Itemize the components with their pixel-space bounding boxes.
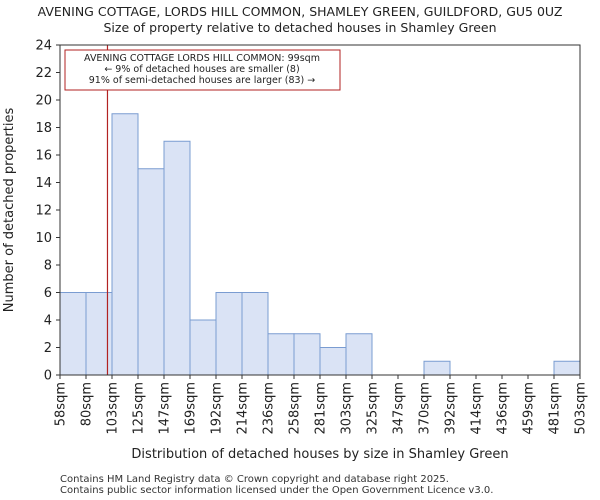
y-tick-label: 24 [35, 39, 52, 54]
x-tick-label: 192sqm [210, 382, 225, 435]
chart-title: AVENING COTTAGE, LORDS HILL COMMON, SHAM… [37, 4, 563, 19]
x-tick-label: 325sqm [366, 382, 381, 435]
x-tick-label: 370sqm [418, 382, 433, 435]
y-tick-label: 10 [35, 231, 52, 246]
bar-303sqm [345, 333, 373, 376]
x-tick-label: 303sqm [340, 382, 355, 435]
y-tick-label: 22 [35, 66, 52, 81]
bar-169sqm [189, 319, 217, 376]
y-tick-label: 12 [35, 204, 52, 219]
bar-236sqm [267, 333, 295, 376]
x-tick-label: 103sqm [106, 382, 121, 435]
x-tick-label: 147sqm [158, 382, 173, 435]
bar-58sqm [59, 292, 87, 376]
y-tick-label: 8 [44, 259, 52, 274]
y-axis-label: Number of detached properties [2, 108, 17, 313]
y-tick-label: 2 [44, 341, 52, 356]
bar-80sqm [85, 292, 113, 376]
x-axis-label: Distribution of detached houses by size … [131, 447, 508, 462]
y-tick-label: 20 [35, 94, 52, 109]
x-tick-label: 80sqm [80, 382, 95, 426]
x-tick-label: 392sqm [444, 382, 459, 435]
bar-192sqm [215, 292, 243, 376]
x-tick-label: 258sqm [288, 382, 303, 435]
x-tick-label: 503sqm [574, 382, 589, 435]
annotation-line-3: 91% of semi-detached houses are larger (… [89, 75, 316, 86]
y-tick-label: 4 [44, 314, 52, 329]
annotation-box [64, 49, 341, 91]
bar-481sqm [553, 360, 581, 376]
y-tick-label: 0 [44, 369, 52, 384]
y-tick-label: 18 [35, 121, 52, 136]
y-tick-label: 14 [35, 176, 52, 191]
x-tick-label: 125sqm [132, 382, 147, 435]
bar-214sqm [241, 292, 269, 376]
chart-subtitle: Size of property relative to detached ho… [103, 20, 497, 35]
x-tick-label: 481sqm [548, 382, 563, 435]
bar-125sqm [137, 168, 165, 376]
x-tick-label: 58sqm [54, 382, 69, 426]
y-tick-label: 16 [35, 149, 52, 164]
bar-370sqm [423, 360, 451, 376]
x-tick-label: 236sqm [262, 382, 277, 435]
plot-frame [59, 44, 581, 376]
x-tick-label: 347sqm [392, 382, 407, 435]
bar-258sqm [293, 333, 321, 376]
x-tick-label: 414sqm [470, 382, 485, 435]
x-tick-label: 459sqm [522, 382, 537, 435]
bar-281sqm [319, 347, 347, 376]
footer-licence: Contains public sector information licen… [60, 485, 494, 496]
x-tick-label: 436sqm [496, 382, 511, 435]
annotation-line-2: ← 9% of detached houses are smaller (8) [104, 64, 299, 75]
bar-147sqm [163, 140, 191, 376]
bar-103sqm [111, 113, 139, 376]
x-tick-label: 281sqm [314, 382, 329, 435]
annotation-line-1: AVENING COTTAGE LORDS HILL COMMON: 99sqm [84, 53, 320, 64]
footer-copyright: Contains HM Land Registry data © Crown c… [60, 474, 449, 485]
y-tick-label: 6 [44, 286, 52, 301]
x-tick-label: 214sqm [236, 382, 251, 435]
x-tick-label: 169sqm [184, 382, 199, 435]
